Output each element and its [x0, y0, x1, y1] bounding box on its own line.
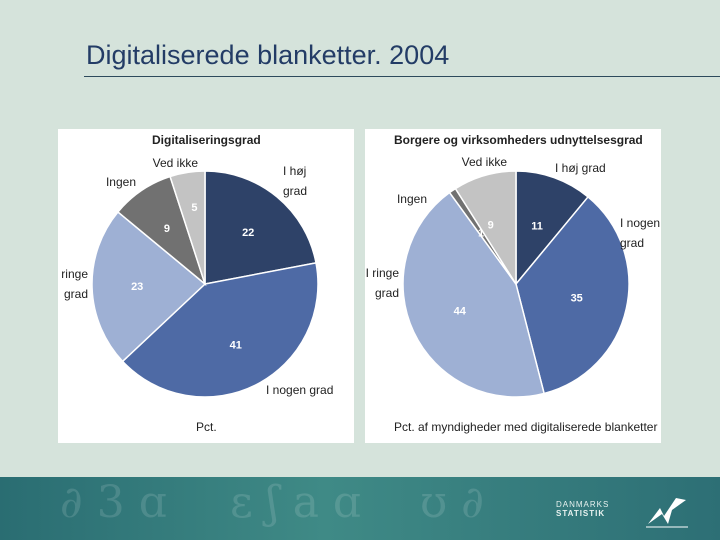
logo-wordmark: DANMARKS STATISTIK [556, 500, 609, 518]
pie-slice [515, 195, 630, 395]
pie-slice [91, 210, 207, 363]
logo-line: DANMARKS [556, 500, 610, 509]
slice-value-label: 44 [454, 306, 467, 318]
pie-chart-digitaliseringsgrad: Digitaliseringsgrad Pct. 22 I høj grad 41 I no… [58, 133, 333, 434]
chart-title: Digitaliseringsgrad [152, 133, 261, 147]
slice-category-label: I høj grad [283, 164, 307, 198]
pie-slice [402, 191, 546, 398]
chart-footnote: Pct. af myndigheder med digitaliserede b… [394, 420, 657, 434]
chart-panel-digitaliseringsgrad: Digitaliseringsgrad Pct. 22 I høj grad 41 I no… [58, 129, 354, 443]
slice-value-label: 9 [488, 219, 494, 231]
slice-category-label: I nogen grad [620, 216, 660, 250]
slice-category-label: I høj grad [555, 161, 606, 175]
pie-slice [121, 261, 319, 398]
pie-slice [454, 170, 517, 287]
slice-category-label: Ved ikke [153, 156, 199, 170]
footer-band: ∂ 3 ɑ ɛ ʃ a ɑ ʊ ∂ [0, 477, 720, 540]
title-divider [84, 76, 720, 77]
slice-value-label: 41 [230, 339, 242, 351]
footer-decoration: ʊ ∂ [420, 477, 485, 528]
footer-decoration: ∂ 3 ɑ [60, 477, 167, 528]
logo-line: STATISTIK [556, 509, 606, 518]
pie-slice [169, 170, 206, 285]
chart-title: Borgere og virksomheders udnyttelsesgrad [394, 133, 643, 147]
logo-icon [646, 498, 688, 528]
slice-value-label: 1 [478, 228, 484, 240]
slice-category-label: I nogen grad [266, 383, 333, 397]
slice-value-label: 5 [191, 202, 197, 214]
chart-panel-udnyttelsesgrad: Borgere og virksomheders udnyttelsesgrad… [365, 129, 661, 443]
slice-value-label: 23 [131, 281, 143, 293]
slice-value-label: 9 [164, 223, 170, 235]
slice-category-label: Ingen [397, 192, 427, 206]
slide-title: Digitaliserede blanketter. 2004 [86, 40, 450, 70]
pie-slice [204, 170, 317, 285]
chart-footnote: Pct. [196, 420, 217, 434]
slice-value-label: 11 [531, 221, 543, 233]
footer-decoration: ɛ ʃ a ɑ [230, 477, 362, 528]
pie-slice [515, 170, 590, 287]
pie-chart-udnyttelsesgrad: Borgere og virksomheders udnyttelsesgrad… [366, 133, 660, 434]
slice-category-label: Ingen [106, 175, 136, 189]
slice-category-label: Ved ikke [462, 155, 508, 169]
slice-value-label: 22 [242, 227, 254, 239]
slice-value-label: 35 [571, 293, 583, 305]
